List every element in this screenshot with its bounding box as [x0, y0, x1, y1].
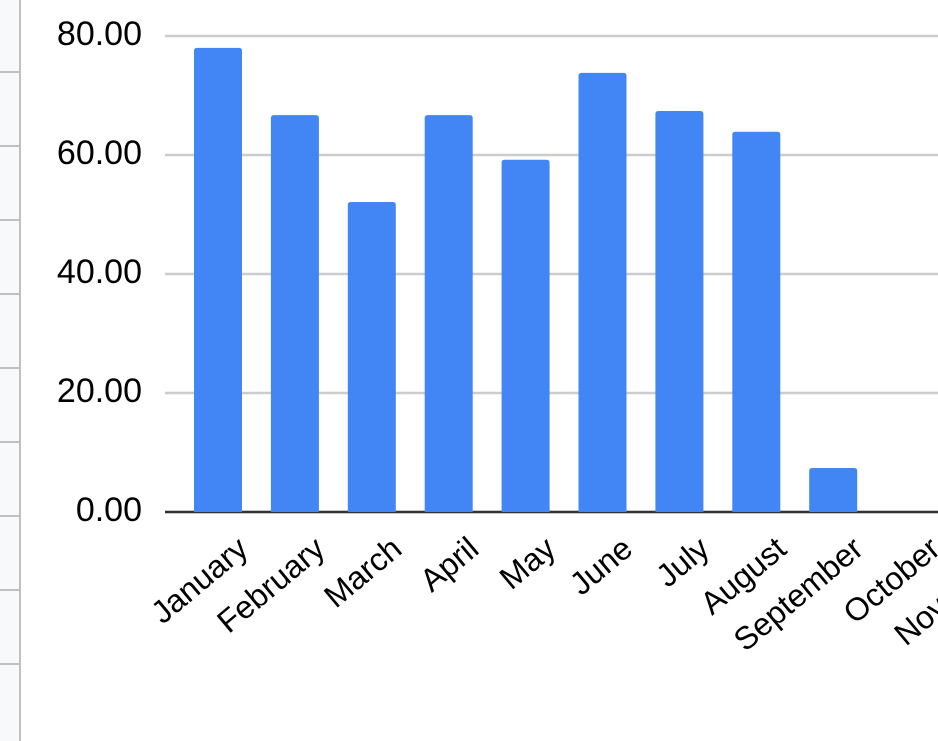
- x-tick-label: March: [317, 530, 408, 615]
- bar: [578, 72, 627, 512]
- bar: [809, 467, 858, 512]
- bar: [501, 159, 550, 512]
- bar: [270, 115, 319, 512]
- x-tick-label: June: [563, 530, 639, 602]
- y-tick-label: 40.00: [57, 253, 142, 291]
- bar: [347, 202, 396, 512]
- y-tick-label: 20.00: [57, 372, 142, 410]
- bar: [732, 131, 781, 513]
- sheet-edge: [0, 0, 21, 741]
- bar: [655, 110, 704, 512]
- bar: [424, 115, 473, 512]
- x-tick-label: April: [413, 530, 485, 599]
- y-tick-label: 60.00: [57, 134, 142, 172]
- y-tick-label: 80.00: [57, 15, 142, 53]
- x-tick-label: May: [493, 530, 562, 596]
- y-tick-label: 0.00: [76, 491, 142, 529]
- bar: [194, 47, 242, 513]
